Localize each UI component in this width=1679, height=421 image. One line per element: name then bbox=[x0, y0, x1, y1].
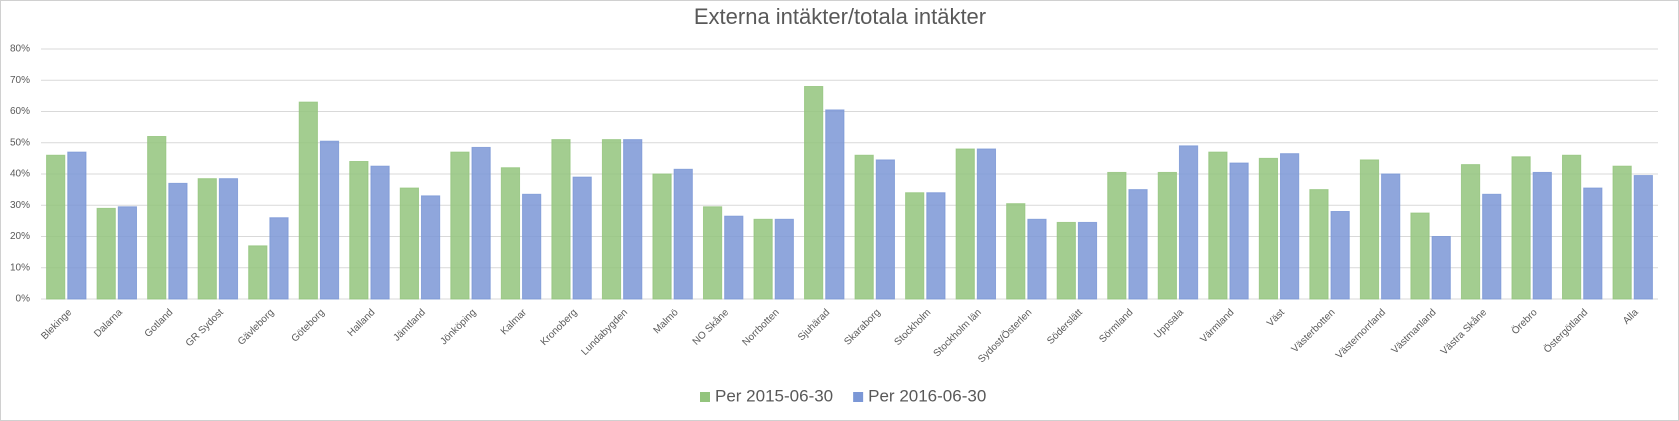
bar bbox=[1612, 165, 1632, 300]
bar bbox=[1562, 154, 1582, 300]
bar bbox=[1280, 153, 1300, 300]
bar bbox=[248, 245, 268, 300]
bar bbox=[218, 178, 239, 300]
bar bbox=[1410, 212, 1430, 300]
bar bbox=[370, 165, 390, 300]
bar bbox=[724, 215, 744, 300]
bar bbox=[1107, 171, 1127, 300]
bar bbox=[551, 139, 571, 300]
legend-swatch bbox=[700, 392, 710, 402]
bar bbox=[1056, 221, 1076, 300]
bar bbox=[652, 173, 672, 300]
bar bbox=[1633, 175, 1653, 300]
bar bbox=[420, 195, 441, 300]
bar bbox=[976, 148, 997, 300]
bar bbox=[854, 154, 874, 300]
bar bbox=[1128, 189, 1148, 300]
bar bbox=[1330, 211, 1350, 300]
y-tick-label: 80% bbox=[10, 44, 30, 55]
bar bbox=[349, 161, 369, 300]
bar bbox=[572, 176, 592, 300]
bar bbox=[673, 168, 693, 300]
bar bbox=[1157, 171, 1177, 300]
bar bbox=[471, 146, 491, 300]
y-tick-label: 20% bbox=[10, 231, 30, 242]
bar bbox=[955, 148, 975, 300]
bar bbox=[147, 136, 167, 300]
bar bbox=[1381, 173, 1401, 300]
bar bbox=[1482, 193, 1502, 300]
bar bbox=[1027, 218, 1047, 300]
bar bbox=[67, 151, 87, 300]
bar bbox=[875, 159, 895, 300]
bar bbox=[1006, 203, 1026, 300]
bar bbox=[1460, 164, 1481, 300]
bar bbox=[825, 109, 845, 300]
y-tick-label: 30% bbox=[10, 200, 30, 211]
bar bbox=[96, 207, 116, 300]
bar bbox=[46, 154, 66, 300]
bar bbox=[1208, 151, 1228, 300]
bar bbox=[450, 151, 470, 300]
bar bbox=[197, 178, 217, 300]
bar bbox=[623, 139, 643, 300]
bar bbox=[1178, 145, 1199, 300]
bar bbox=[702, 206, 723, 300]
bar bbox=[1511, 156, 1531, 300]
bar bbox=[1258, 157, 1279, 300]
bar bbox=[1359, 159, 1380, 300]
bar bbox=[1532, 171, 1552, 300]
bar bbox=[522, 193, 542, 300]
y-tick-label: 60% bbox=[10, 106, 30, 117]
bar bbox=[905, 192, 925, 300]
bar bbox=[269, 217, 289, 300]
bar bbox=[117, 206, 137, 300]
bar bbox=[926, 192, 946, 300]
bar bbox=[298, 101, 318, 300]
legend-swatch bbox=[853, 392, 864, 402]
bar bbox=[399, 187, 419, 300]
bar bbox=[753, 218, 773, 300]
bar bbox=[774, 218, 794, 300]
bar bbox=[1583, 187, 1603, 300]
y-tick-label: 40% bbox=[10, 169, 30, 180]
bar bbox=[319, 140, 340, 300]
bar bbox=[1077, 221, 1098, 300]
bar bbox=[500, 167, 521, 300]
legend-label: Per 2016-06-30 bbox=[868, 386, 986, 405]
bar bbox=[804, 86, 824, 300]
bar bbox=[601, 139, 622, 300]
bar bbox=[168, 182, 188, 300]
bar bbox=[1309, 189, 1329, 300]
legend-label: Per 2015-06-30 bbox=[715, 386, 833, 405]
y-tick-label: 10% bbox=[10, 262, 30, 273]
y-tick-label: 50% bbox=[10, 137, 30, 148]
bar bbox=[1431, 236, 1451, 300]
y-tick-label: 0% bbox=[16, 294, 31, 305]
y-tick-label: 70% bbox=[10, 75, 30, 86]
chart-title: Externa intäkter/totala intäkter bbox=[694, 4, 986, 29]
bar bbox=[1229, 162, 1249, 300]
